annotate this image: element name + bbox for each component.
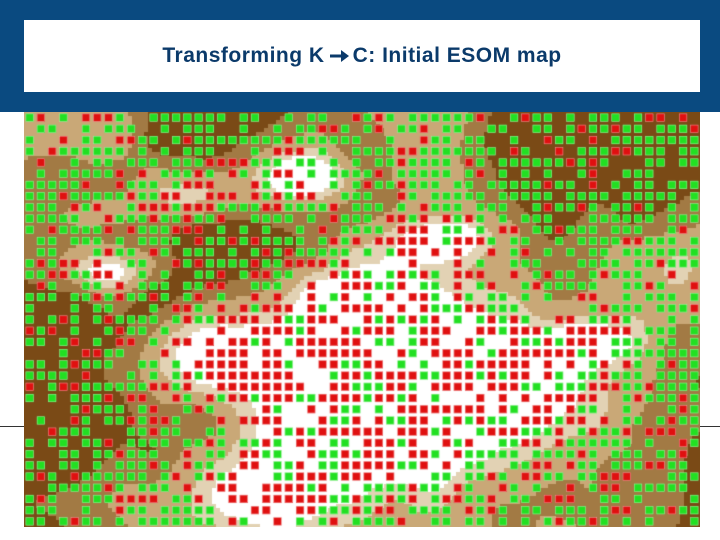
right-arrow-icon [329, 50, 349, 62]
esom-map-panel [24, 112, 700, 527]
title-suffix: C: Initial ESOM map [352, 44, 562, 67]
esom-map [24, 112, 700, 527]
slide-title: Transforming K C: Initial ESOM map [162, 44, 561, 68]
left-rule-line [0, 426, 24, 427]
right-rule-line [700, 426, 720, 427]
title-box: Transforming K C: Initial ESOM map [24, 20, 700, 92]
title-prefix: Transforming K [162, 44, 325, 67]
